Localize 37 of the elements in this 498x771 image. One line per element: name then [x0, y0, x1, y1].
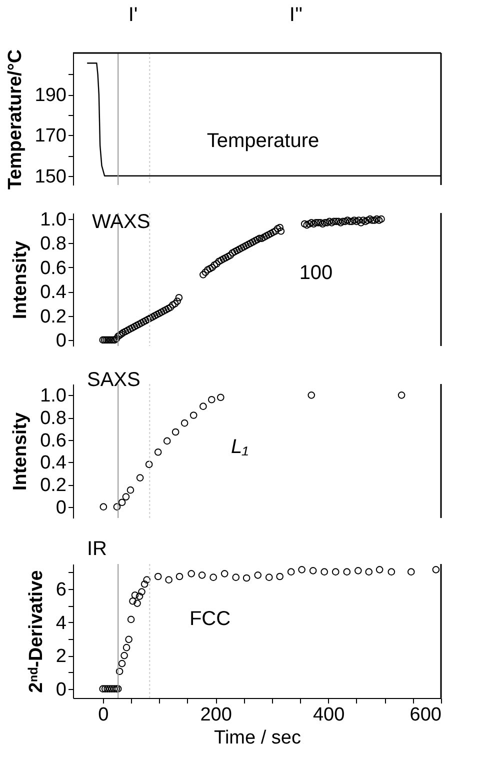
y-tick-label: 0.4 [40, 282, 67, 304]
annotation: 100 [299, 262, 333, 284]
y-tick-label: 0.4 [40, 452, 67, 474]
text: I'' [289, 4, 303, 26]
y-axis-title: Temperature/°C [4, 49, 26, 190]
y-tick-label: 170 [34, 126, 66, 147]
text: I' [128, 4, 138, 26]
x-tick-label: 400 [312, 704, 345, 726]
y-axis-title: Intensity [10, 412, 32, 491]
annotation: L₁ [231, 436, 248, 458]
annotation: WAXS [92, 211, 150, 233]
y-axis-title: 2ⁿᵈ-Derivative [26, 570, 47, 693]
y-tick-label: 0.8 [40, 234, 66, 255]
annotation: FCC [189, 608, 231, 630]
x-axis-title: Time / sec [214, 728, 301, 748]
y-tick-label: 0.2 [40, 475, 66, 496]
y-tick-label: 0.6 [40, 258, 66, 279]
y-tick-label: 1.0 [40, 210, 66, 231]
x-tick-label: 600 [410, 704, 442, 726]
y-tick-label: 0.2 [40, 306, 66, 328]
y-tick-label: 6 [56, 579, 66, 600]
y-axis-title: Intensity [10, 240, 32, 320]
y-tick-label: 190 [34, 85, 66, 106]
y-tick-label: 0 [56, 497, 66, 518]
y-tick-label: 0 [56, 679, 66, 700]
y-tick-label: 0 [56, 330, 66, 352]
y-tick-label: 150 [34, 166, 66, 188]
text: IR [87, 538, 107, 560]
annotation: Temperature [206, 130, 320, 152]
y-tick-label: 4 [56, 612, 67, 634]
x-tick-label: 200 [200, 704, 232, 726]
y-tick-label: 0.6 [40, 430, 66, 452]
y-tick-label: 0.8 [40, 408, 66, 429]
annotation: SAXS [87, 369, 140, 391]
y-tick-label: 1.0 [40, 386, 66, 407]
x-tick-label: 0 [98, 704, 109, 726]
y-tick-label: 2 [56, 646, 66, 668]
